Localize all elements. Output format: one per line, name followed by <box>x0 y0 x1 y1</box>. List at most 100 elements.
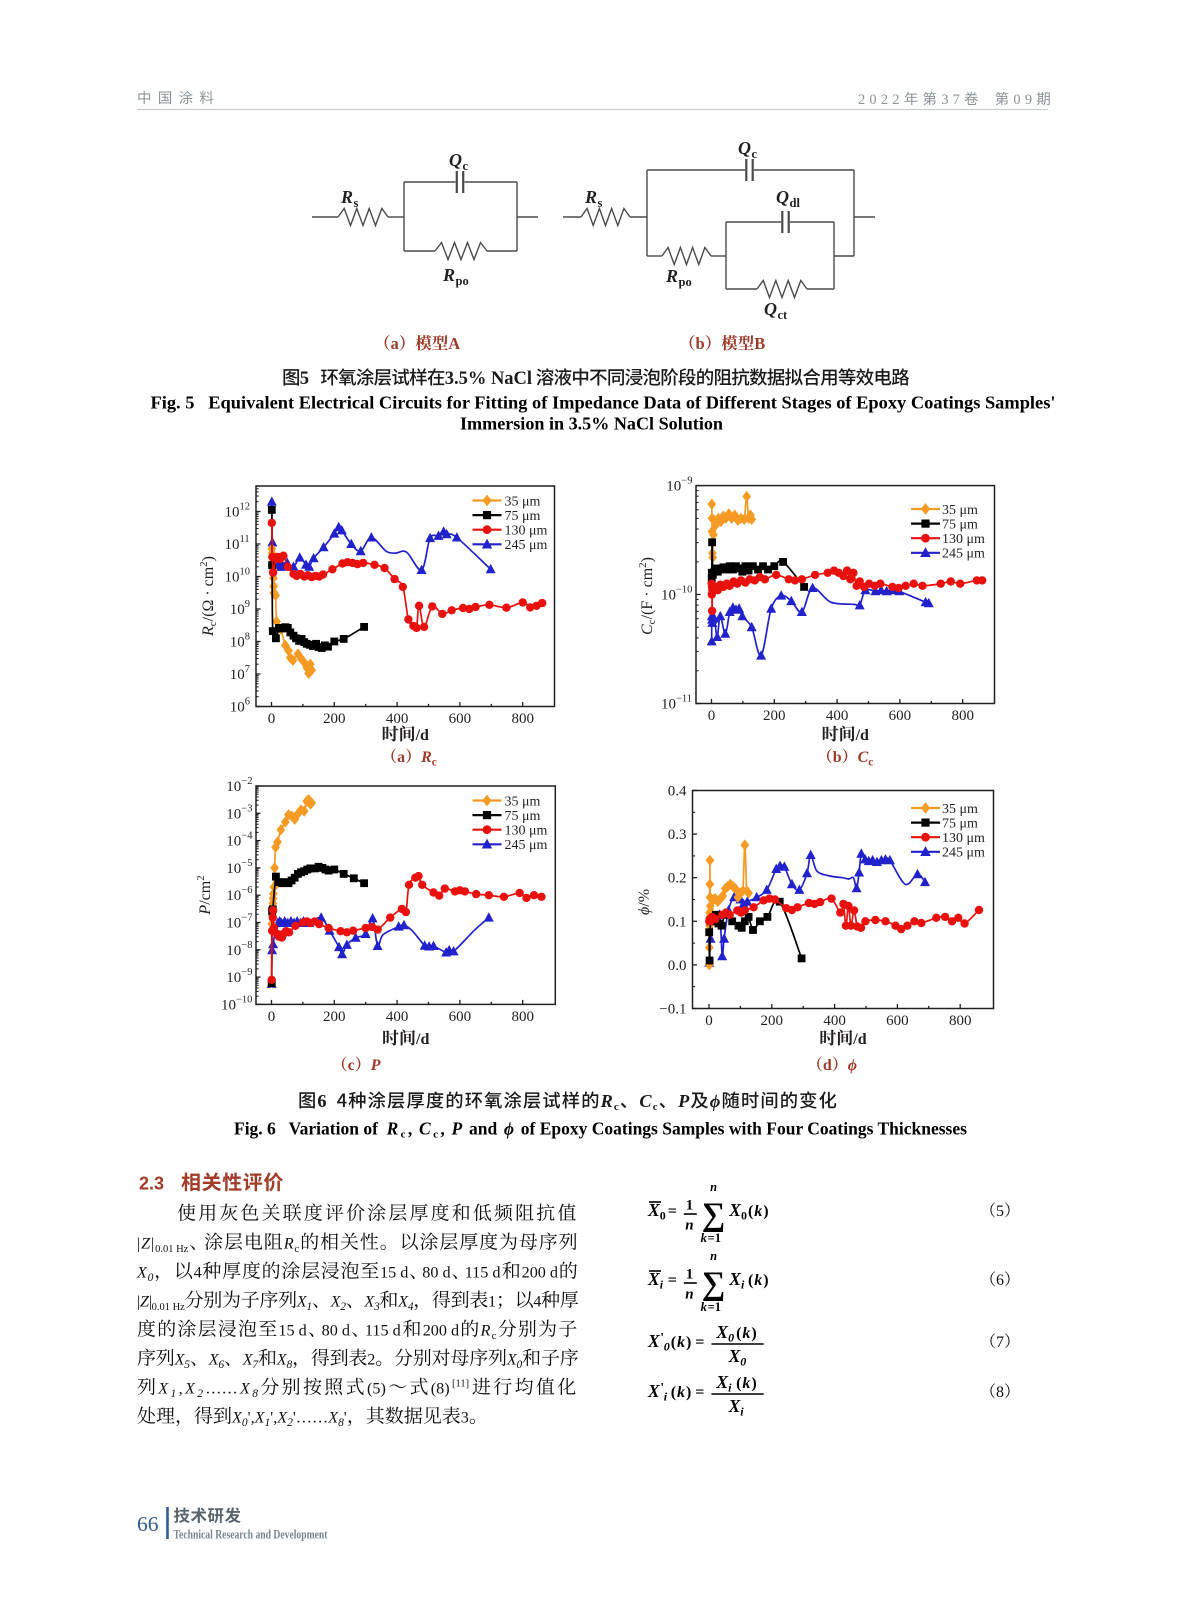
svg-text:X: X <box>363 1293 375 1311</box>
svg-text:s: s <box>354 196 359 210</box>
svg-text:/d: /d <box>855 727 869 744</box>
svg-text:R: R <box>283 1235 294 1253</box>
svg-text:(: ( <box>671 1384 676 1401</box>
svg-text:800: 800 <box>511 711 534 727</box>
svg-text:=: = <box>668 1203 677 1220</box>
svg-text:,: , <box>273 1409 277 1427</box>
svg-text:35 μm: 35 μm <box>942 503 978 518</box>
svg-text:and: and <box>465 1119 502 1139</box>
svg-text:2: 2 <box>340 1301 346 1313</box>
svg-text:,: , <box>179 1380 183 1398</box>
svg-text:400: 400 <box>826 708 849 724</box>
svg-text:P: P <box>677 1091 690 1111</box>
svg-text:75 μm: 75 μm <box>942 816 978 831</box>
svg-text:200: 200 <box>323 711 346 727</box>
svg-text:−9: −9 <box>681 476 692 487</box>
svg-text:X: X <box>397 1293 409 1311</box>
svg-text:,: , <box>251 1409 255 1427</box>
svg-text:R: R <box>340 187 353 207</box>
svg-text:k: k <box>754 1272 762 1289</box>
svg-text:=: = <box>668 1272 677 1289</box>
svg-text:600: 600 <box>886 1013 909 1029</box>
svg-text:i: i <box>660 1278 664 1292</box>
svg-text:|: | <box>137 1293 140 1311</box>
svg-text:X: X <box>647 1269 661 1289</box>
svg-text:7: 7 <box>953 92 960 108</box>
svg-text:': ' <box>344 1409 347 1427</box>
svg-text:−3: −3 <box>241 803 252 814</box>
svg-text:9: 9 <box>1025 92 1032 108</box>
svg-text:X: X <box>728 1396 742 1416</box>
svg-text:R: R <box>442 265 455 285</box>
svg-text:10: 10 <box>221 997 236 1013</box>
svg-text:10: 10 <box>226 779 241 795</box>
svg-text:12: 12 <box>240 502 251 513</box>
svg-text:c: c <box>432 757 437 769</box>
svg-text:(: ( <box>736 1325 741 1342</box>
svg-text:c: c <box>868 757 873 769</box>
svg-text:X: X <box>327 1409 339 1427</box>
svg-text:4: 4 <box>194 1264 202 1282</box>
svg-text:……: …… <box>205 1380 237 1398</box>
svg-text:0: 0 <box>268 1009 276 1025</box>
svg-text:/d: /d <box>415 727 429 744</box>
svg-text:10: 10 <box>661 588 676 604</box>
svg-text:,: , <box>408 1119 417 1139</box>
svg-text:0.01 Hz: 0.01 Hz <box>155 1244 189 1255</box>
svg-text:i: i <box>740 1405 744 1419</box>
svg-text:−10: −10 <box>676 585 692 596</box>
svg-text:6: 6 <box>996 1272 1004 1289</box>
svg-text:0: 0 <box>728 1331 734 1345</box>
svg-text:): ) <box>763 1272 768 1289</box>
svg-text:80 d: 80 d <box>322 1322 350 1340</box>
svg-text:dl: dl <box>790 196 801 210</box>
svg-text:130 μm: 130 μm <box>505 524 548 539</box>
svg-text:/cm: /cm <box>197 880 214 905</box>
svg-text:(: ( <box>736 1375 741 1392</box>
svg-text:7: 7 <box>245 664 250 675</box>
svg-text:0: 0 <box>148 1272 154 1284</box>
svg-text:600: 600 <box>889 708 912 724</box>
svg-text:a: a <box>397 749 405 766</box>
svg-text:X: X <box>239 1380 251 1398</box>
svg-text:130 μm: 130 μm <box>942 532 985 547</box>
svg-text:X: X <box>184 1380 196 1398</box>
svg-text:X: X <box>136 1264 148 1282</box>
svg-text:n: n <box>685 1287 693 1303</box>
svg-text:n: n <box>685 1218 693 1234</box>
svg-text:k: k <box>677 1334 685 1351</box>
svg-text:0: 0 <box>708 708 716 724</box>
svg-text:−2: −2 <box>241 776 252 787</box>
svg-text:10: 10 <box>226 970 241 986</box>
svg-text:15 d: 15 d <box>278 1322 306 1340</box>
svg-text:X: X <box>276 1409 288 1427</box>
svg-text:5: 5 <box>300 369 309 389</box>
svg-text:R: R <box>386 1119 399 1139</box>
svg-text:Fig. 6 Variation of: Fig. 6 Variation of <box>234 1119 382 1139</box>
svg-text:0: 0 <box>869 92 876 108</box>
svg-text:': ' <box>660 1381 664 1396</box>
svg-text:1: 1 <box>488 1293 496 1311</box>
svg-text:ϕ: ϕ <box>636 907 653 915</box>
svg-text:k: k <box>742 1375 750 1392</box>
svg-text:of Epoxy Coatings Samples with: of Epoxy Coatings Samples with Four Coat… <box>516 1119 967 1139</box>
svg-text:|: | <box>149 1293 152 1311</box>
svg-text:−7: −7 <box>241 913 252 924</box>
svg-text:130 μm: 130 μm <box>942 831 985 846</box>
svg-text:7: 7 <box>252 1359 259 1371</box>
svg-text:200 d: 200 d <box>423 1322 459 1340</box>
svg-text:(8): (8) <box>431 1380 450 1398</box>
svg-text:2: 2 <box>195 875 207 881</box>
svg-text:35 μm: 35 μm <box>505 794 541 809</box>
svg-text:35 μm: 35 μm <box>505 494 541 509</box>
svg-text:Immersion in 3.5% NaCl Solutio: Immersion in 3.5% NaCl Solution <box>460 414 723 434</box>
svg-text:X: X <box>647 1200 661 1220</box>
svg-text:): ) <box>200 556 217 561</box>
svg-text:10: 10 <box>230 635 245 651</box>
svg-text:0: 0 <box>242 1417 248 1429</box>
svg-text:/d: /d <box>852 1031 866 1048</box>
svg-text:10: 10 <box>230 667 245 683</box>
svg-text:0.4: 0.4 <box>668 784 687 800</box>
svg-text:X: X <box>174 1351 186 1369</box>
svg-text:R: R <box>480 1322 491 1340</box>
